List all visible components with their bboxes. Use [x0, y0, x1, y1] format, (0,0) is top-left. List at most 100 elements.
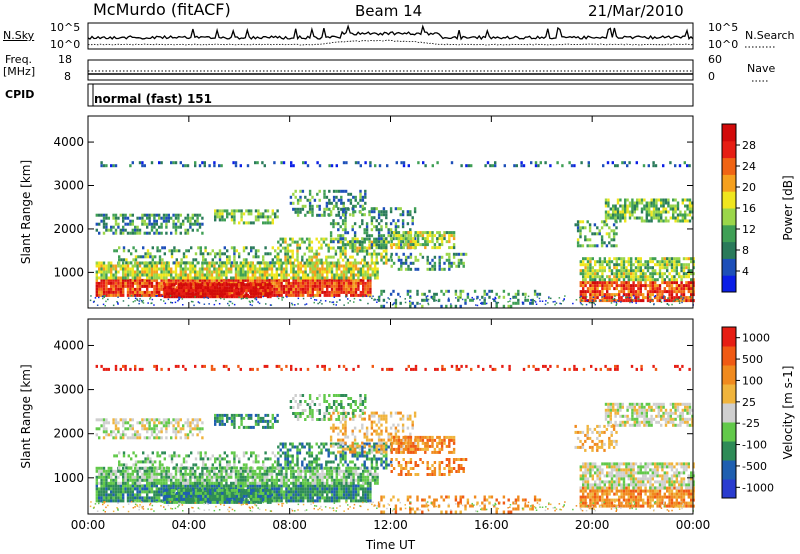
vel-cell — [146, 496, 149, 500]
power-cell — [603, 293, 606, 297]
power-cell — [380, 289, 383, 293]
power-cell — [262, 212, 265, 216]
power-cell — [215, 267, 218, 271]
power-cell — [648, 219, 651, 223]
power-cell — [361, 258, 364, 262]
power-cell — [237, 264, 240, 268]
power-cell — [297, 270, 300, 274]
power-cell — [315, 299, 318, 301]
power-cell — [251, 300, 253, 302]
power-cell — [328, 201, 331, 205]
power-cell — [292, 273, 295, 277]
power-cell — [242, 290, 245, 294]
power-cell — [389, 255, 393, 259]
vel-cell — [302, 487, 305, 491]
power-cell — [342, 270, 346, 274]
power-cell — [177, 219, 180, 223]
power-cell — [136, 278, 139, 282]
power-cell — [421, 304, 424, 308]
power-cell — [614, 164, 617, 168]
power-cell — [658, 275, 662, 279]
power-cell — [610, 278, 614, 282]
power-cell — [535, 303, 538, 305]
power-cell — [449, 304, 453, 308]
power-cell — [155, 290, 158, 294]
power-cell — [294, 284, 298, 288]
power-cell — [662, 207, 665, 211]
power-cell — [102, 290, 106, 294]
vel-cell — [287, 493, 290, 497]
power-cell — [363, 261, 366, 265]
vel-cell — [131, 475, 134, 479]
power-cell — [194, 278, 197, 282]
power-cell — [342, 287, 346, 291]
vel-cell — [335, 490, 338, 494]
power-cell — [448, 231, 451, 235]
power-cell — [639, 269, 642, 273]
power-cell — [240, 295, 243, 299]
vel-cell — [107, 466, 110, 470]
power-cell — [627, 281, 630, 285]
power-cell — [637, 260, 640, 264]
vel-cell — [117, 484, 120, 488]
power-cell — [289, 261, 292, 265]
power-cell — [493, 298, 496, 300]
vel-cell — [138, 490, 142, 494]
power-cell — [359, 261, 362, 265]
power-cell — [357, 281, 360, 285]
power-cell — [276, 215, 279, 219]
power-cell — [252, 283, 255, 287]
power-cell — [220, 164, 223, 168]
power-cell — [150, 228, 154, 232]
power-cell — [690, 290, 693, 294]
power-cell — [189, 216, 192, 220]
power-cell — [320, 246, 323, 250]
power-cell — [619, 219, 622, 223]
freq-tick-bottom: 8 — [64, 70, 71, 83]
power-cell — [292, 293, 295, 297]
power-cell — [230, 215, 234, 219]
power-cell — [190, 286, 193, 290]
power-cell — [382, 261, 386, 265]
power-cell — [158, 216, 161, 220]
vel-cell — [122, 493, 125, 497]
vel-cell — [292, 487, 295, 491]
power-cell — [172, 276, 175, 280]
power-cell — [148, 284, 151, 288]
power-cell — [146, 216, 149, 220]
power-cell — [678, 257, 681, 261]
power-cell — [160, 293, 163, 297]
power-cell — [261, 261, 264, 265]
power-cell — [170, 273, 173, 277]
power-cell — [668, 293, 671, 297]
power-cell — [603, 278, 606, 282]
power-cell — [117, 296, 119, 298]
vel-cell — [189, 475, 192, 479]
power-cell — [350, 273, 353, 277]
power-cell — [126, 273, 130, 277]
nsearch-trace — [87, 39, 694, 46]
power-cell — [495, 304, 498, 308]
power-cell — [337, 213, 341, 217]
power-cell — [661, 275, 664, 279]
power-cell — [98, 281, 101, 285]
power-cell — [620, 284, 623, 288]
power-cell — [668, 287, 671, 291]
power-cell — [363, 258, 366, 262]
power-cell — [206, 296, 208, 299]
power-cell — [684, 219, 687, 223]
power-cell — [173, 292, 176, 296]
power-cell — [624, 219, 627, 223]
power-cell — [210, 270, 214, 274]
power-cell — [648, 296, 651, 298]
power-cell — [230, 270, 233, 274]
power-cell — [651, 278, 654, 282]
vel-cell — [105, 475, 108, 479]
power-cell — [218, 276, 221, 280]
power-cell — [184, 264, 187, 268]
power-cell — [688, 213, 692, 217]
power-cell — [280, 267, 283, 271]
vel-cell — [107, 499, 110, 503]
power-cell — [594, 299, 597, 303]
power-cell — [138, 276, 142, 280]
